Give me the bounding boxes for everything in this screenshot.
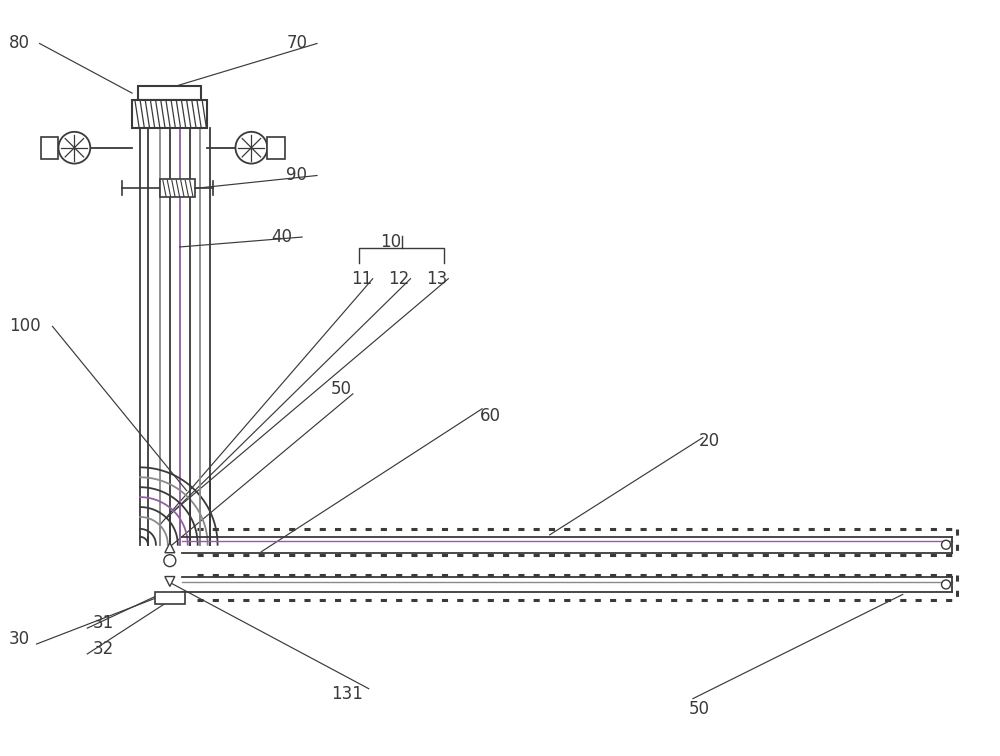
- Polygon shape: [165, 577, 175, 587]
- Text: 50: 50: [331, 380, 352, 398]
- Text: 80: 80: [9, 35, 30, 52]
- Text: 20: 20: [699, 432, 720, 450]
- Circle shape: [942, 541, 950, 549]
- Text: 13: 13: [426, 270, 448, 288]
- Text: 70: 70: [286, 35, 307, 52]
- Circle shape: [235, 132, 267, 163]
- Bar: [132, 100, 207, 128]
- Text: 32: 32: [92, 640, 114, 658]
- Bar: [138, 86, 201, 100]
- Bar: [155, 593, 185, 604]
- Text: 10: 10: [380, 233, 401, 251]
- Bar: [41, 137, 58, 159]
- Bar: [267, 137, 285, 159]
- Text: 100: 100: [9, 318, 40, 336]
- Text: 31: 31: [92, 614, 114, 632]
- Text: 11: 11: [351, 270, 372, 288]
- Text: 40: 40: [271, 228, 292, 246]
- Bar: [160, 179, 195, 197]
- Text: 131: 131: [331, 685, 363, 702]
- Text: 50: 50: [689, 699, 710, 717]
- Circle shape: [58, 132, 90, 163]
- Polygon shape: [165, 543, 175, 553]
- Circle shape: [942, 580, 950, 589]
- Text: 30: 30: [9, 630, 30, 648]
- Text: 12: 12: [389, 270, 410, 288]
- Text: 60: 60: [480, 407, 501, 425]
- Circle shape: [164, 555, 176, 566]
- Text: 90: 90: [286, 166, 307, 184]
